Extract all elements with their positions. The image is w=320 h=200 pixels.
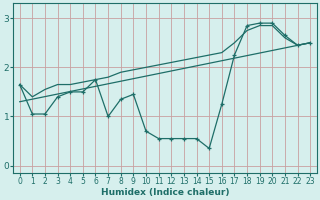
X-axis label: Humidex (Indice chaleur): Humidex (Indice chaleur) bbox=[101, 188, 229, 197]
